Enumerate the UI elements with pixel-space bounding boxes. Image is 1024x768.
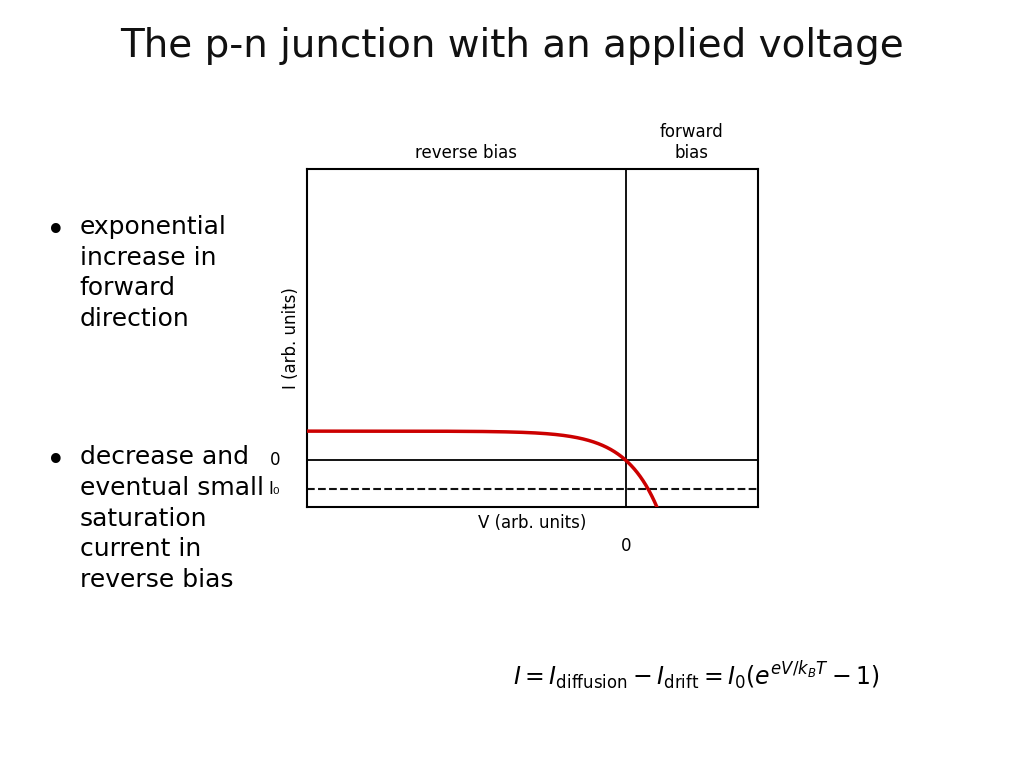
X-axis label: V (arb. units): V (arb. units) (478, 514, 587, 531)
Text: 0: 0 (269, 452, 281, 469)
Text: reverse bias: reverse bias (416, 144, 517, 162)
Text: forward
bias: forward bias (659, 124, 724, 162)
Text: decrease and
eventual small
saturation
current in
reverse bias: decrease and eventual small saturation c… (80, 445, 264, 592)
Text: $I = I_{\mathrm{diffusion}} - I_{\mathrm{drift}} = I_0\left(e^{eV/k_BT} - 1\righ: $I = I_{\mathrm{diffusion}} - I_{\mathrm… (513, 660, 880, 692)
Y-axis label: I (arb. units): I (arb. units) (283, 287, 300, 389)
Text: I₀: I₀ (268, 481, 281, 498)
Text: exponential
increase in
forward
direction: exponential increase in forward directio… (80, 215, 226, 331)
Text: •: • (46, 215, 66, 248)
Text: 0: 0 (621, 538, 631, 555)
Text: The p-n junction with an applied voltage: The p-n junction with an applied voltage (120, 27, 904, 65)
Text: •: • (46, 445, 66, 478)
